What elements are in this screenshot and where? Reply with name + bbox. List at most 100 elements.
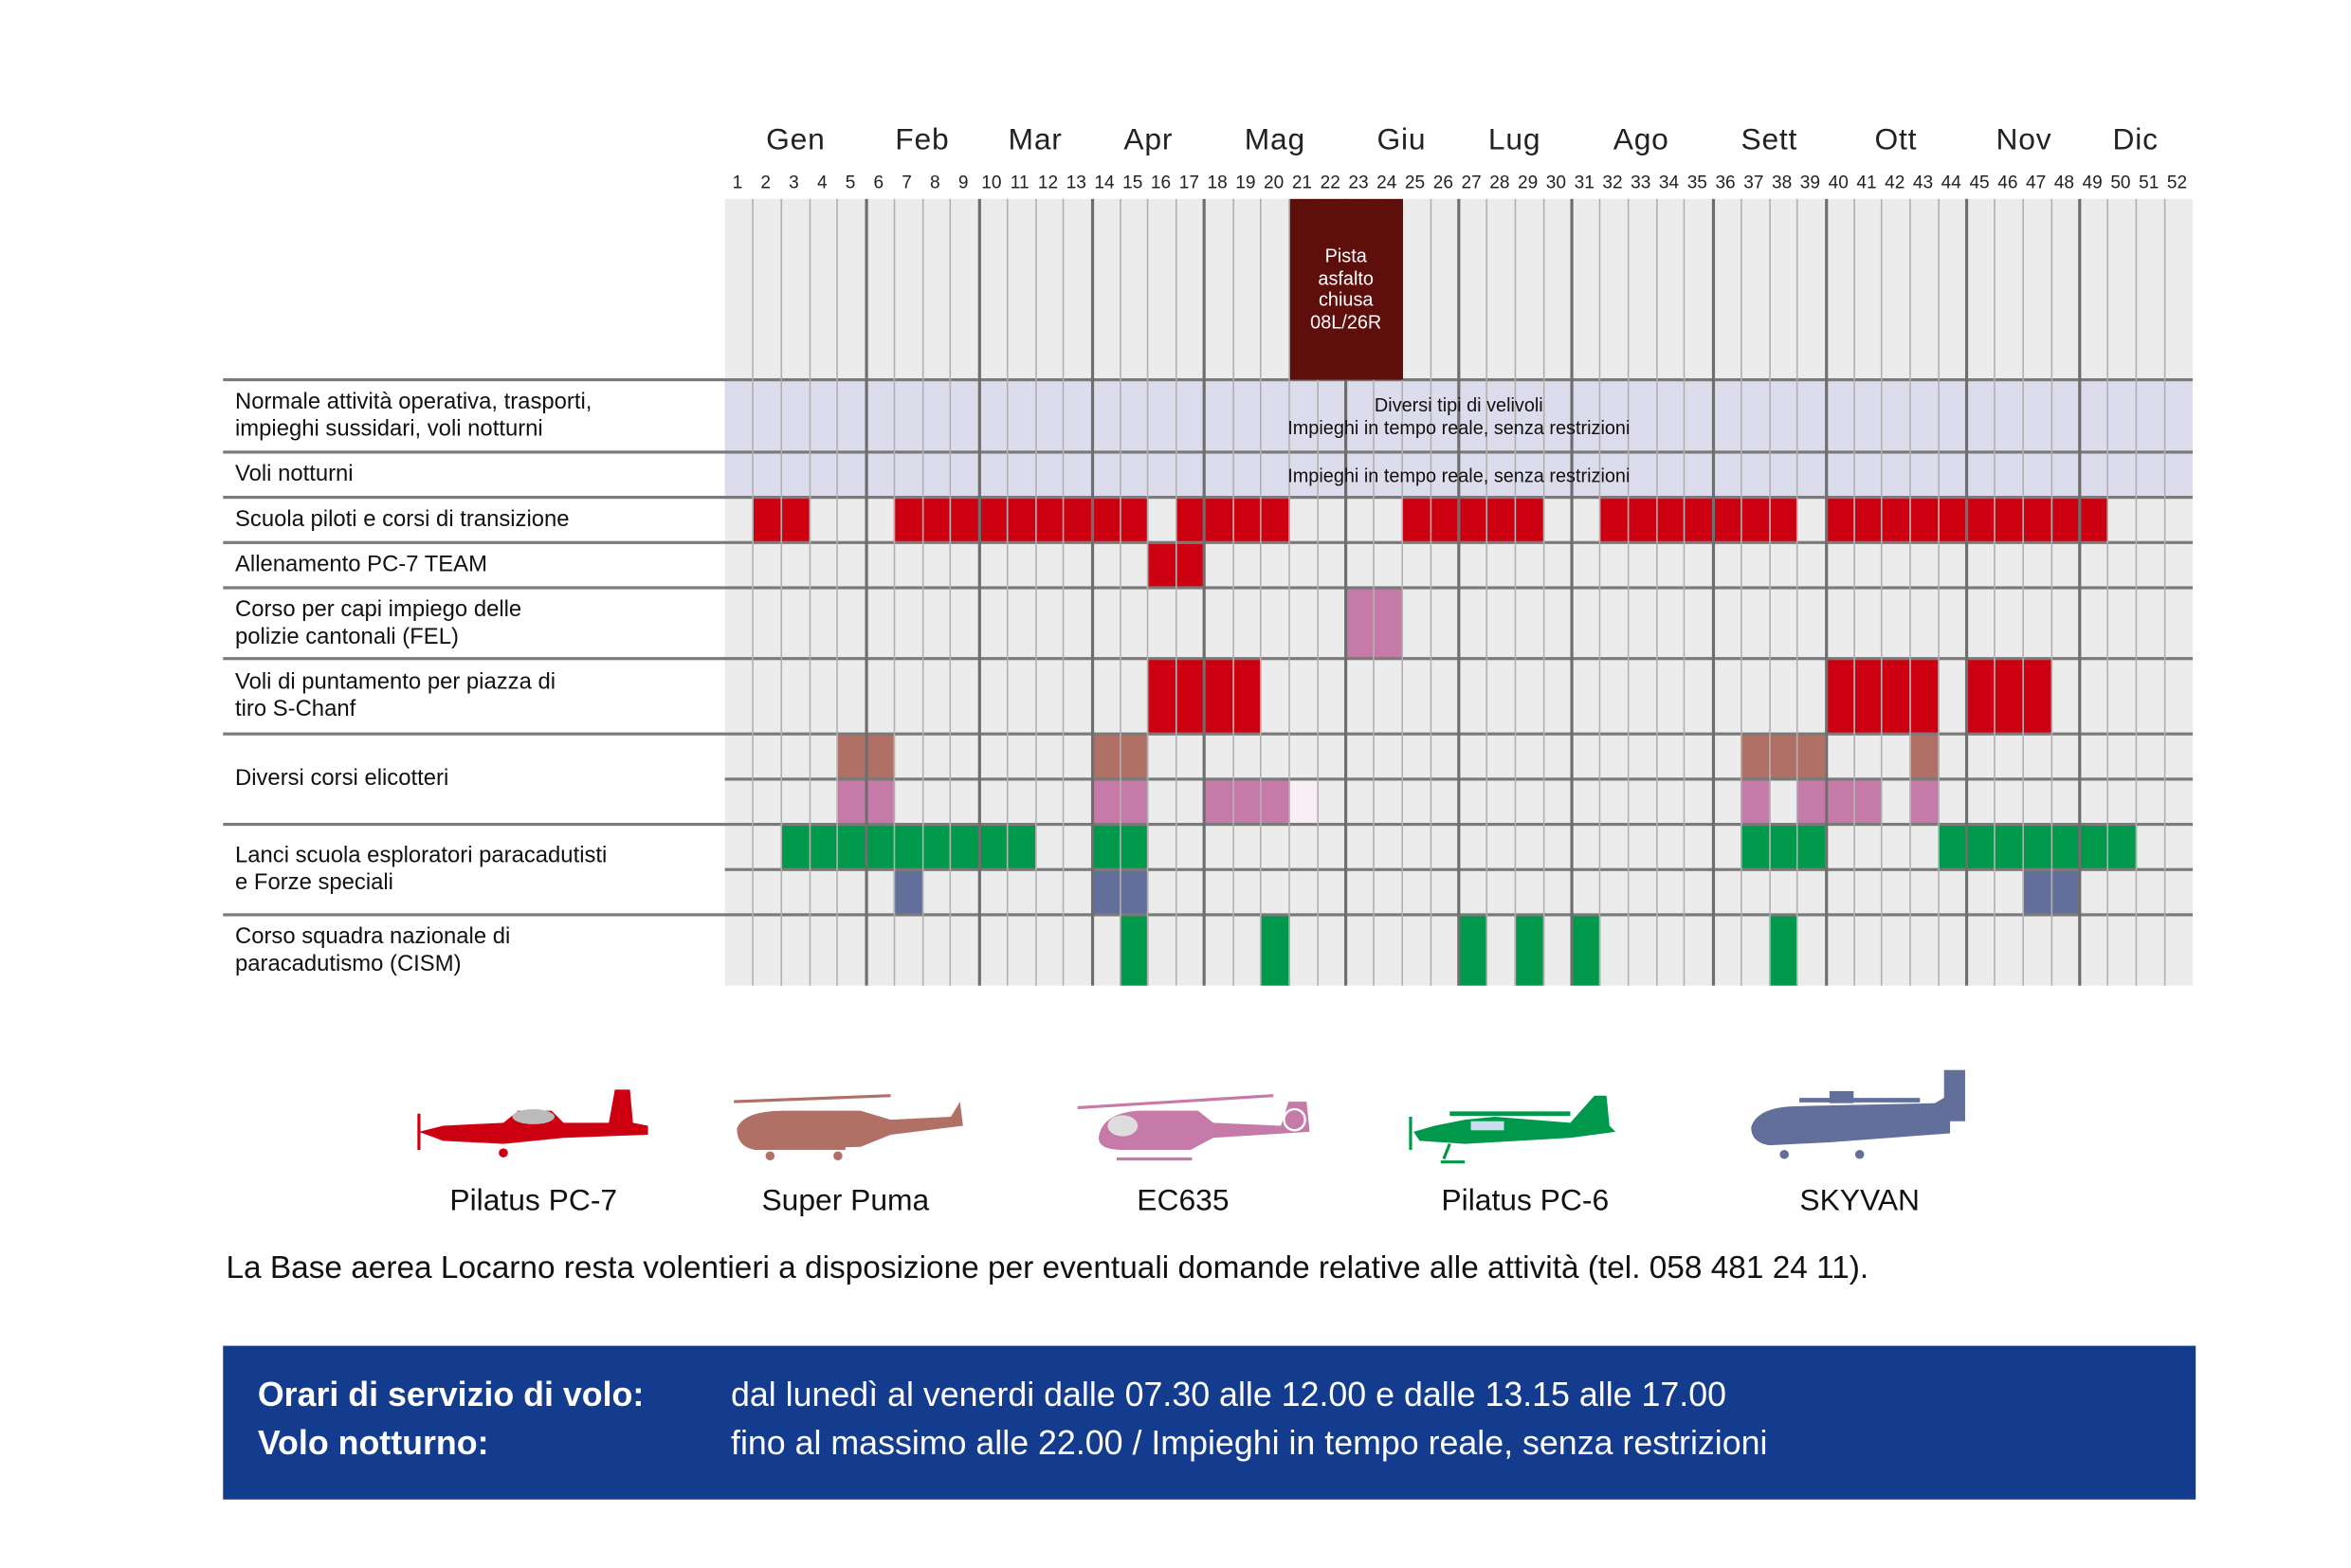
activity-cell-ec635-week-14 [1091,778,1121,825]
month-divider [1457,198,1461,986]
week-divider [1994,198,1996,986]
week-number: 15 [1122,172,1143,193]
activity-cell-pc7-week-7 [894,497,923,543]
month-label: Giu [1376,123,1427,157]
activity-cell-ec635-week-23 [1345,587,1375,659]
activity-cell-pc6-week-8 [922,824,951,870]
activity-cell-pc7-week-25 [1402,497,1431,543]
activity-cell-ec635-week-37 [1740,778,1770,825]
activity-cell-pc7-week-47 [2023,658,2052,735]
week-number: 45 [1969,172,1990,193]
week-divider [1231,198,1234,986]
week-number: 36 [1715,172,1736,193]
activity-cell-pc7-week-35 [1685,497,1713,543]
activity-cell-super_puma-week-6 [866,734,895,779]
week-divider [1288,198,1290,986]
activity-cell-pc6-week-15 [1120,914,1149,986]
week-divider [893,198,896,986]
activity-cell-pc7-week-29 [1515,497,1544,543]
activity-cell-pc7-week-42 [1882,497,1911,543]
legend-label: SKYVAN [1799,1184,1921,1218]
row-label-line: Voli notturni [234,461,354,487]
week-number: 38 [1772,172,1793,193]
activity-cell-skyvan-week-14 [1091,869,1121,915]
activity-cell-pc6-week-3 [781,824,810,870]
activity-cell-pc7-week-36 [1712,497,1741,543]
week-number: 43 [1912,172,1934,193]
row-label: Lanci scuola esploratori paracadutisti e … [235,843,607,897]
activity-cell-super_puma-week-38 [1769,734,1798,779]
runway-closure-line: chiusa [1318,289,1374,311]
month-divider [864,198,868,986]
band-text-line: Impieghi in tempo reale, senza restrizio… [1287,417,1631,439]
activity-cell-pc6-week-49 [2079,824,2108,870]
week-number: 22 [1320,172,1340,193]
week-number: 21 [1291,172,1313,193]
week-number: 34 [1658,172,1680,193]
row-label-line: Diversi corsi elicotteri [234,765,449,792]
week-number: 7 [902,172,912,193]
month-divider [1203,198,1207,986]
activity-cell-pc7-week-11 [1007,497,1036,543]
row-label: Voli di puntamento per piazza di tiro S-C… [235,669,556,723]
activity-cell-pc6-week-38 [1769,914,1798,986]
night-flight-label: Volo notturno: [257,1424,489,1463]
month-divider [977,198,981,986]
activity-cell-super_puma-week-39 [1797,734,1826,779]
activity-cell-pc7-week-3 [781,497,810,543]
ec635-aircraft-icon [1063,1081,1319,1178]
activity-cell-skyvan-week-48 [2051,869,2080,915]
week-divider [809,198,811,986]
row-label: Voli notturni [235,461,354,488]
row-label: Corso squadra nazionale di paracadutismo … [235,923,510,977]
activity-cell-pc7-week-28 [1486,497,1516,543]
row-label-line: Lanci scuola esploratori paracadutisti [234,842,608,868]
week-number: 20 [1264,172,1285,193]
activity-cell-pc6-week-27 [1458,914,1487,986]
week-divider [1938,198,1940,986]
activity-cell-pc7-week-41 [1853,497,1883,543]
activity-cell-pc7-week-40 [1825,658,1854,735]
activity-cell-pc7-week-20 [1261,497,1290,543]
activity-cell-pc6-week-9 [950,824,979,870]
week-divider [1119,198,1121,986]
week-number: 24 [1376,172,1397,193]
month-divider [2078,198,2082,986]
week-number: 37 [1743,172,1764,193]
month-divider [1824,198,1828,986]
band-text: Diversi tipi di velivoli Impieghi in temp… [725,395,2193,441]
activity-cell-pc7-week-8 [922,497,951,543]
week-number: 46 [1997,172,2018,193]
activity-cell-pc6-week-50 [2107,824,2137,870]
runway-closure-text: Pista asfalto chiusa 08L/26R [1310,246,1381,333]
row-label-line: paracadutismo (CISM) [234,950,462,976]
week-divider [1881,198,1884,986]
info-text: La Base aerea Locarno resta volentieri a… [226,1250,1869,1286]
row-label: Normale attività operativa, trasporti, im… [235,389,592,443]
week-number: 19 [1235,172,1256,193]
pc7-aircraft-icon [413,1081,654,1178]
activity-cell-pc7-week-17 [1176,542,1205,588]
week-divider [1909,198,1912,986]
activity-cell-pc7-week-42 [1882,658,1911,735]
month-label: Ago [1613,123,1669,157]
week-divider [2163,198,2166,986]
week-number: 10 [981,172,1002,193]
activity-cell-skyvan-week-7 [894,869,923,915]
activity-cell-ec635-week-18 [1204,778,1233,825]
week-number: 26 [1432,172,1453,193]
activity-cell-ec635-week-41 [1853,778,1883,825]
activity-cell-pc7-week-34 [1656,497,1686,543]
month-label: Sett [1740,123,1798,157]
activity-cell-ec635-week-20 [1261,778,1290,825]
week-number: 6 [873,172,884,193]
week-number: 35 [1686,172,1707,193]
runway-closure-block: Pista asfalto chiusa 08L/26R [1289,198,1403,380]
row-label: Allenamento PC-7 TEAM [235,552,487,579]
activity-cell-pc6-week-39 [1797,824,1826,870]
activity-cell-pc7-week-15 [1120,497,1149,543]
week-divider [1684,198,1686,986]
row-label: Scuola piloti e corsi di transizione [235,506,570,534]
row-divider [223,732,2194,736]
